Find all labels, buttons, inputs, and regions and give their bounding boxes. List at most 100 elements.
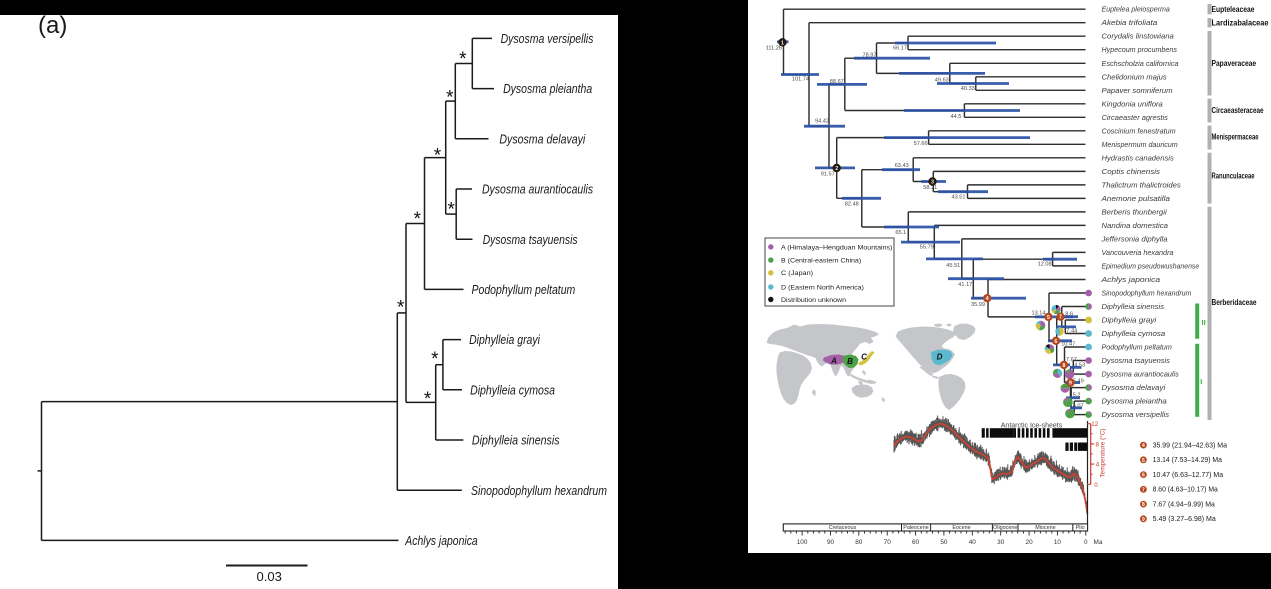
svg-text:Menispermaceae: Menispermaceae <box>1212 133 1259 142</box>
svg-text:C: C <box>861 353 867 362</box>
svg-text:Paleocene: Paleocene <box>903 525 928 531</box>
svg-text:1: 1 <box>781 40 784 46</box>
svg-text:5.49 (3.27–6.98) Ma: 5.49 (3.27–6.98) Ma <box>1153 514 1216 523</box>
svg-text:20: 20 <box>1026 539 1034 546</box>
svg-text:Berberidaceae: Berberidaceae <box>1212 298 1258 307</box>
svg-text:8: 8 <box>1063 363 1066 369</box>
svg-text:8.6: 8.6 <box>1065 311 1073 317</box>
svg-text:7: 7 <box>1142 487 1145 493</box>
svg-text:91.57: 91.57 <box>821 172 835 178</box>
svg-text:Dysosma delavayi: Dysosma delavayi <box>499 131 586 146</box>
svg-text:Epimedium pseudowushanense: Epimedium pseudowushanense <box>1102 261 1200 270</box>
svg-text:B (Central-eastern China): B (Central-eastern China) <box>781 258 861 265</box>
svg-text:8: 8 <box>1096 441 1100 448</box>
svg-text:D (Eastern North America): D (Eastern North America) <box>781 284 864 291</box>
svg-text:49.63: 49.63 <box>935 78 949 84</box>
svg-text:9: 9 <box>1142 517 1145 523</box>
svg-text:Dysosma versipellis: Dysosma versipellis <box>501 31 594 46</box>
svg-text:40: 40 <box>969 539 977 546</box>
svg-text:88.67: 88.67 <box>830 79 844 85</box>
svg-text:10: 10 <box>1054 539 1062 546</box>
svg-text:*: * <box>447 199 455 220</box>
svg-text:7.44: 7.44 <box>1066 328 1077 334</box>
svg-text:90: 90 <box>827 539 835 546</box>
svg-text:*: * <box>424 389 432 410</box>
svg-text:Sinopodophyllum hexandrum: Sinopodophyllum hexandrum <box>1102 289 1192 298</box>
svg-text:5: 5 <box>1047 315 1050 321</box>
svg-text:35.99 (21.94–42.63) Ma: 35.99 (21.94–42.63) Ma <box>1153 441 1227 450</box>
svg-text:0.03: 0.03 <box>257 569 282 584</box>
svg-text:13.14 (7.53–14.29) Ma: 13.14 (7.53–14.29) Ma <box>1153 455 1222 464</box>
svg-text:*: * <box>446 88 454 109</box>
svg-text:12: 12 <box>1091 421 1098 428</box>
svg-text:Cretaceous: Cretaceous <box>829 525 857 531</box>
svg-text:Achlys japonica: Achlys japonica <box>1100 275 1160 284</box>
svg-text:Corydalis linstowiana: Corydalis linstowiana <box>1102 32 1174 41</box>
svg-text:Menispermum dauricum: Menispermum dauricum <box>1102 140 1178 149</box>
svg-text:Dysosma aurantiocaulis: Dysosma aurantiocaulis <box>1102 370 1180 379</box>
svg-text:70: 70 <box>884 539 892 546</box>
svg-text:Diphylleia grayi: Diphylleia grayi <box>469 332 541 347</box>
svg-text:Coptis chinensis: Coptis chinensis <box>1102 167 1161 176</box>
svg-text:Lardizabalaceae: Lardizabalaceae <box>1212 19 1270 28</box>
svg-text:Circaeaster agrestis: Circaeaster agrestis <box>1102 113 1169 122</box>
svg-text:II: II <box>1202 318 1206 327</box>
svg-text:Dysosma tsayuensis: Dysosma tsayuensis <box>483 232 578 247</box>
svg-text:Miocene: Miocene <box>1035 525 1055 531</box>
svg-text:*: * <box>397 297 405 318</box>
svg-text:58.21: 58.21 <box>923 185 937 191</box>
svg-text:A (Himalaya–Hengduan Mountains: A (Himalaya–Hengduan Mountains) <box>781 244 892 251</box>
svg-text:*: * <box>459 49 467 70</box>
svg-text:Antarctic Ice-sheets: Antarctic Ice-sheets <box>1001 422 1063 429</box>
svg-text:101.74: 101.74 <box>792 77 809 83</box>
svg-text:94.42: 94.42 <box>815 119 829 125</box>
svg-text:Diphylleia sinensis: Diphylleia sinensis <box>1102 302 1165 311</box>
svg-text:5.2: 5.2 <box>1073 392 1081 398</box>
svg-text:Circaeasteraceae: Circaeasteraceae <box>1212 106 1265 115</box>
svg-text:6: 6 <box>1142 473 1145 479</box>
svg-text:57.66: 57.66 <box>914 141 928 147</box>
svg-text:5.49: 5.49 <box>1073 379 1084 385</box>
svg-text:10.47: 10.47 <box>1061 342 1075 348</box>
svg-text:4.07: 4.07 <box>1073 403 1084 409</box>
svg-text:Distribution unknown: Distribution unknown <box>781 297 846 304</box>
svg-text:Oligocene: Oligocene <box>993 525 1017 531</box>
svg-text:Temperature (°C): Temperature (°C) <box>1098 428 1106 477</box>
svg-text:Hydrastis canadensis: Hydrastis canadensis <box>1102 153 1175 162</box>
svg-text:Dysosma pleiantha: Dysosma pleiantha <box>503 81 592 96</box>
svg-text:Sinopodophyllum hexandrum: Sinopodophyllum hexandrum <box>471 483 607 498</box>
svg-text:(a): (a) <box>38 12 67 39</box>
svg-text:44.5: 44.5 <box>951 114 962 120</box>
svg-text:Papaver somniferum: Papaver somniferum <box>1102 86 1173 95</box>
svg-text:5: 5 <box>1142 458 1145 464</box>
svg-text:Berberis thunbergii: Berberis thunbergii <box>1102 207 1168 216</box>
svg-text:C (Japan): C (Japan) <box>781 270 813 277</box>
svg-text:Eocene: Eocene <box>952 525 970 531</box>
svg-text:Podophyllum peltatum: Podophyllum peltatum <box>472 282 576 297</box>
svg-text:4.53: 4.53 <box>1074 363 1085 369</box>
svg-text:Eupteleaceae: Eupteleaceae <box>1212 5 1256 14</box>
svg-text:12.08: 12.08 <box>1038 262 1052 268</box>
svg-text:13.14: 13.14 <box>1032 311 1046 317</box>
svg-text:60: 60 <box>912 539 920 546</box>
svg-text:82.48: 82.48 <box>845 201 859 207</box>
svg-text:Dysosma pleiantha: Dysosma pleiantha <box>1102 397 1167 406</box>
svg-text:Diphylleia cymosa: Diphylleia cymosa <box>470 382 555 397</box>
svg-text:4: 4 <box>1096 462 1100 469</box>
svg-text:Eschscholzia californica: Eschscholzia californica <box>1102 59 1179 68</box>
svg-text:8: 8 <box>1142 502 1145 508</box>
svg-text:Dysosma delavayi: Dysosma delavayi <box>1102 383 1166 392</box>
svg-text:3: 3 <box>931 180 934 186</box>
svg-text:Podophyllum peltatum: Podophyllum peltatum <box>1102 343 1172 352</box>
svg-text:Diphylleia grayi: Diphylleia grayi <box>1102 316 1157 325</box>
svg-text:111.26: 111.26 <box>766 46 782 52</box>
svg-text:*: * <box>434 145 442 166</box>
svg-text:Hypecoum procumbens: Hypecoum procumbens <box>1102 45 1178 54</box>
svg-text:A: A <box>830 357 837 366</box>
svg-text:Diphylleia cymosa: Diphylleia cymosa <box>1102 329 1166 338</box>
svg-text:Chelidonium majus: Chelidonium majus <box>1102 72 1168 81</box>
svg-text:Coscinium fenestratum: Coscinium fenestratum <box>1102 126 1176 135</box>
svg-text:*: * <box>431 349 439 370</box>
svg-text:78.97: 78.97 <box>863 52 877 58</box>
svg-text:Dysosma tsayuensis: Dysosma tsayuensis <box>1102 356 1171 365</box>
